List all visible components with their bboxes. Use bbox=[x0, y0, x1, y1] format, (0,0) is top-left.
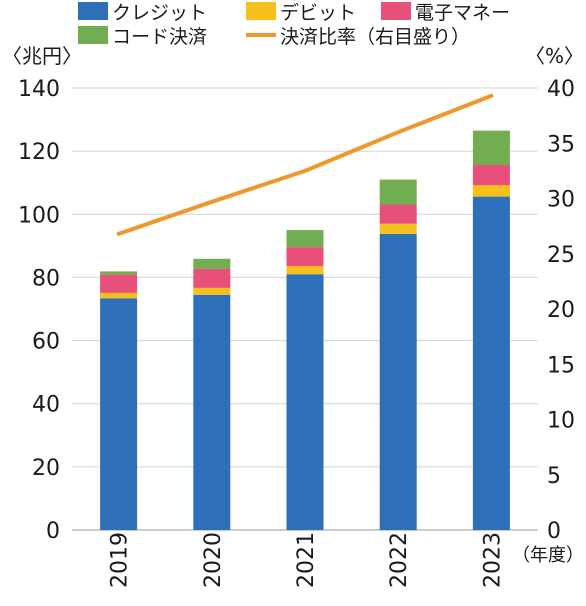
x-axis-unit: （年度） bbox=[512, 545, 584, 566]
ratio-line-layer bbox=[116, 93, 494, 236]
bar-segment bbox=[472, 130, 510, 166]
x-tick-label: 2020 bbox=[201, 532, 226, 588]
left-tick-label: 20 bbox=[32, 456, 60, 481]
right-tick-label: 25 bbox=[547, 243, 575, 268]
bar-segment bbox=[286, 274, 324, 530]
left-tick-label: 80 bbox=[32, 266, 60, 291]
right-tick-label: 0 bbox=[547, 519, 561, 544]
left-tick-label: 0 bbox=[46, 519, 60, 544]
right-tick-label: 35 bbox=[547, 132, 575, 157]
x-tick-label: 2022 bbox=[387, 532, 412, 588]
bar-segment bbox=[193, 258, 231, 269]
left-tick-label: 140 bbox=[18, 77, 60, 102]
bar-segment bbox=[100, 274, 138, 293]
bar-stacks bbox=[100, 130, 510, 531]
left-tick-label: 100 bbox=[18, 203, 60, 228]
bar-segment bbox=[193, 287, 231, 295]
legend-swatch bbox=[78, 2, 108, 20]
left-tick-label: 120 bbox=[18, 140, 60, 165]
bar-segment bbox=[100, 298, 138, 530]
bar-segment bbox=[193, 294, 231, 530]
right-tick-label: 20 bbox=[547, 298, 575, 323]
right-tick-label: 15 bbox=[547, 353, 575, 378]
x-tick-label: 2021 bbox=[294, 532, 319, 588]
legend-label: コード決済 bbox=[112, 26, 207, 48]
right-tick-label: 40 bbox=[547, 77, 575, 102]
bar-segment bbox=[286, 230, 324, 248]
bar-segment bbox=[100, 271, 138, 275]
legend-label: 決済比率（右目盛り） bbox=[280, 26, 470, 48]
bar-segment bbox=[472, 196, 510, 530]
bar-segment bbox=[286, 247, 324, 267]
left-axis-label: 〈兆円〉 bbox=[2, 44, 82, 68]
bar-segment bbox=[286, 266, 324, 275]
bar-segment bbox=[379, 204, 417, 224]
right-tick-label: 5 bbox=[547, 464, 561, 489]
x-tick-label: 2023 bbox=[480, 532, 505, 588]
bar-segment bbox=[472, 165, 510, 186]
ratio-line bbox=[116, 93, 494, 236]
bar-segment bbox=[379, 179, 417, 205]
legend-swatch bbox=[381, 2, 411, 20]
axes: 0 20 40 60 80 100 120 140 0 5 10 15 20 25 30 35 40 2019 20… bbox=[2, 44, 584, 588]
right-axis-label: 〈%〉 bbox=[525, 44, 584, 68]
left-tick-label: 40 bbox=[32, 393, 60, 418]
legend-label: クレジット bbox=[112, 2, 207, 24]
legend-swatch bbox=[78, 26, 108, 44]
bar-segment bbox=[472, 185, 510, 197]
bar-segment bbox=[100, 292, 138, 299]
bar-segment bbox=[193, 268, 231, 288]
x-tick-label: 2019 bbox=[108, 532, 133, 588]
right-tick-label: 10 bbox=[547, 409, 575, 434]
legend-label: デビット bbox=[280, 2, 356, 24]
bar-segment bbox=[379, 233, 417, 531]
legend-label: 電子マネー bbox=[415, 2, 510, 24]
bar-segment bbox=[379, 223, 417, 234]
right-tick-label: 30 bbox=[547, 188, 575, 213]
legend-swatch bbox=[246, 2, 276, 20]
left-tick-label: 60 bbox=[32, 330, 60, 355]
